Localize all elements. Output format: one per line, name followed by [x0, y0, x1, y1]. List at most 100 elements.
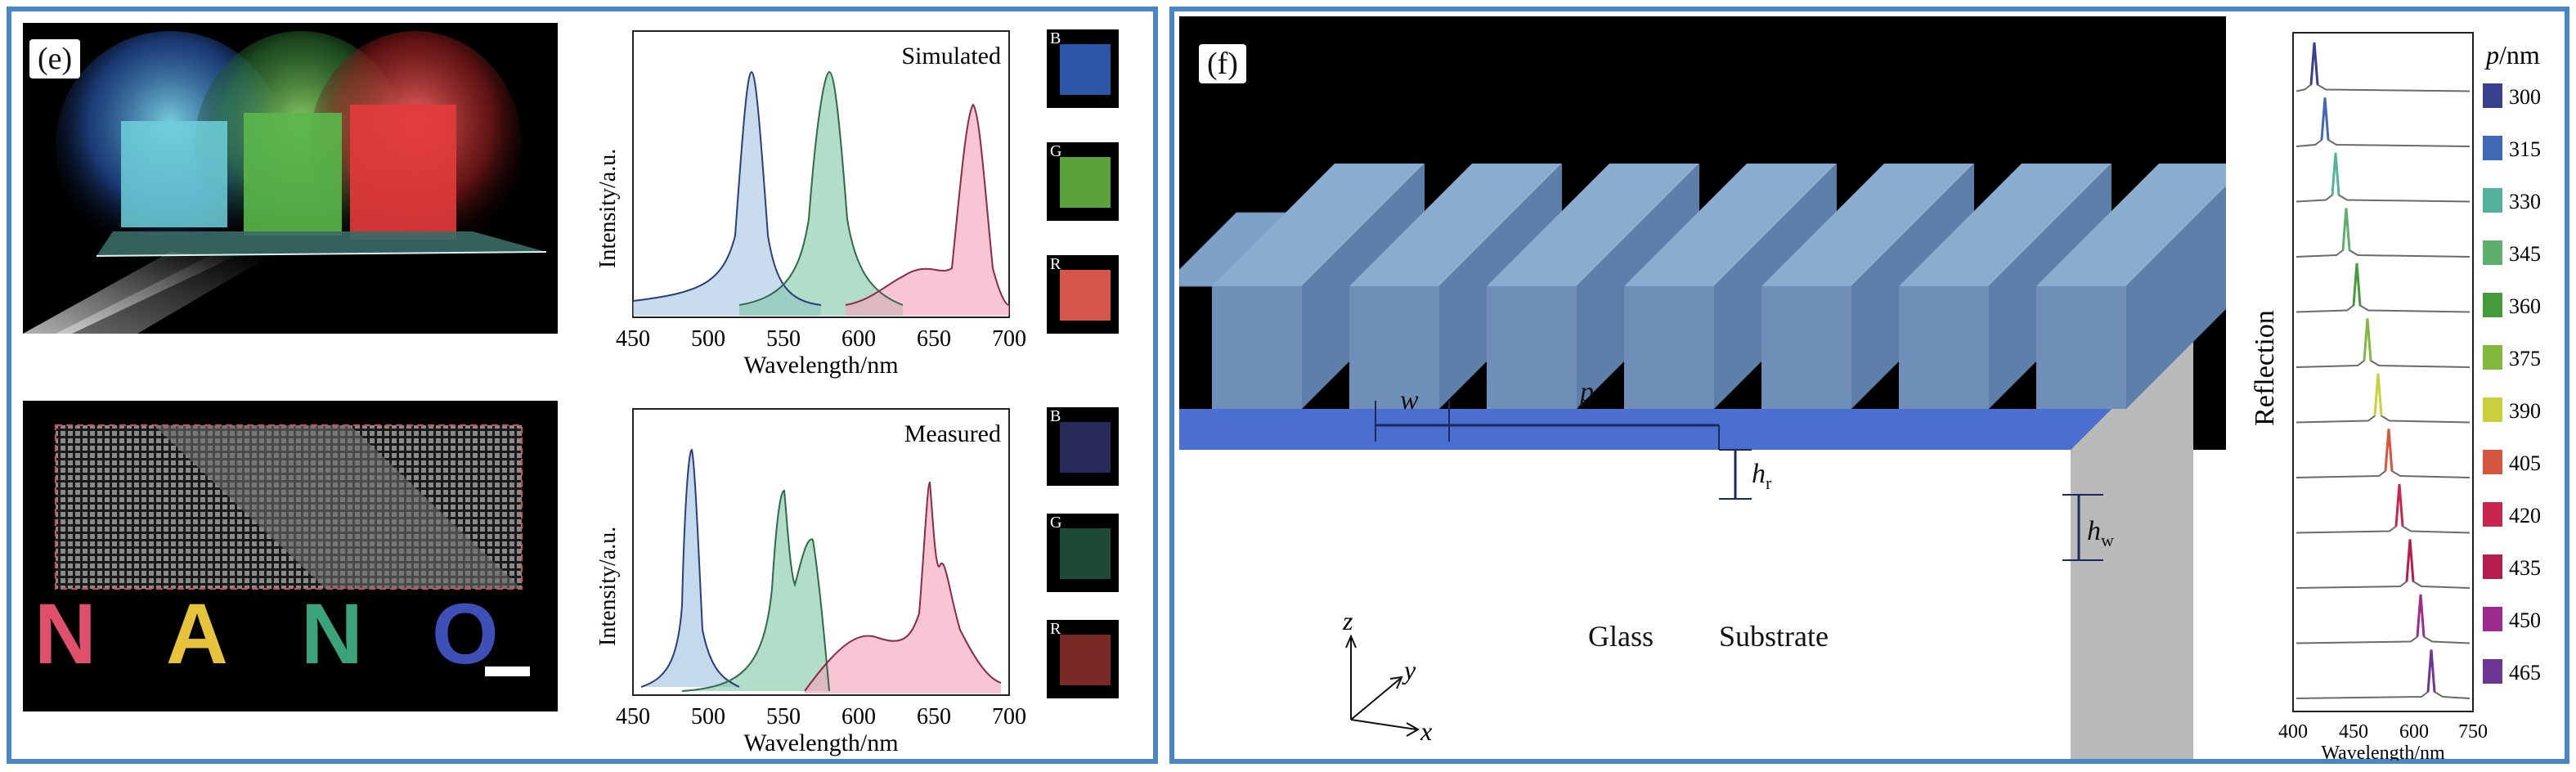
substrate-label: Substrate [1719, 620, 1829, 653]
refl-xtick-400: 400 [2278, 721, 2308, 743]
meas-xtick-500: 500 [691, 704, 725, 729]
legend-label-435: 435 [2509, 556, 2541, 580]
meas-xtick-600: 600 [841, 704, 876, 729]
meas-ylabel: Intensity/a.u. [595, 527, 621, 646]
spectrum-peak-330 [2331, 152, 2340, 195]
reflection-spectra [2296, 42, 2471, 699]
ridge-side-6 [2126, 186, 2226, 409]
legend-label-390: 390 [2509, 399, 2541, 423]
reflection-chart: Reflection 400 450 600 750 Wavelength/nm… [2250, 32, 2541, 761]
meas-peak-blue [641, 450, 739, 687]
meas-xtick-650: 650 [917, 704, 951, 729]
ridge-top-5 [1899, 164, 2112, 286]
legend-swatch-435 [2483, 554, 2502, 579]
nano-letter-3: N [301, 586, 363, 682]
spectrum-peak-390 [2373, 373, 2383, 416]
ridge-top-6 [2036, 164, 2226, 286]
sim-xtick-700: 700 [992, 326, 1026, 352]
spectrum-peak-435 [2405, 539, 2415, 582]
sim-peak-blue [633, 72, 821, 316]
sim-ylabel: Intensity/a.u. [595, 149, 621, 268]
sim-xtick-450: 450 [616, 326, 650, 352]
meas-title: Measured [904, 420, 1001, 447]
sim-peak-red [846, 105, 1009, 316]
spectrum-peak-300 [2309, 42, 2319, 85]
legend-label-375: 375 [2509, 347, 2541, 370]
legend-swatch-390 [2483, 397, 2502, 422]
nano-letter-4: O [432, 586, 499, 682]
dim-hr: hr [1752, 459, 1772, 493]
legend-swatch-345 [2483, 240, 2502, 265]
meas-swatch-r: R [1047, 620, 1119, 698]
legend-swatch-450 [2483, 607, 2502, 631]
sim-xtick-500: 500 [691, 326, 725, 352]
legend-label-360: 360 [2509, 294, 2541, 318]
legend-title: p/nm [2484, 40, 2540, 70]
legend: 300 315 330 345 360 375 390 405 420 435 450 465 [2483, 83, 2541, 684]
ridge-top-0 [1212, 164, 1425, 286]
spectrum-peak-375 [2363, 318, 2372, 361]
ridge-front-0 [1212, 286, 1302, 409]
spectrum-peak-360 [2352, 263, 2362, 306]
panel-f: w p hr hw Si3N4 Glass Substrate z y x (f… [1169, 7, 2569, 764]
grating-illustration: w p hr hw Si3N4 Glass Substrate z y x [1179, 16, 2226, 759]
legend-label-465: 465 [2509, 661, 2541, 684]
sim-swatch-g: G [1047, 142, 1119, 221]
meas-xlabel: Wavelength/nm [743, 729, 898, 756]
meas-xtick-550: 550 [766, 704, 801, 729]
glass-label: Glass [1588, 620, 1654, 653]
ridge-front-5 [1899, 286, 1989, 409]
panel-e-label: (e) [29, 39, 81, 79]
sim-xtick-650: 650 [917, 326, 951, 352]
ridge-front-6 [2036, 286, 2126, 409]
legend-label-330: 330 [2509, 190, 2541, 213]
spectrum-peak-315 [2320, 97, 2330, 141]
xyz-axes [1345, 634, 1420, 737]
meas-xtick-450: 450 [616, 704, 650, 729]
meas-swatch-b: B [1047, 407, 1119, 486]
spectrum-peak-405 [2384, 429, 2394, 472]
ridge-top-3 [1624, 164, 1837, 286]
ridge-front-2 [1487, 286, 1577, 409]
measured-chart: Measured Intensity/a.u. 450 500 550 600 … [595, 408, 1026, 756]
sim-xtick-550: 550 [766, 326, 801, 352]
refl-xtick-450: 450 [2339, 721, 2368, 743]
legend-swatch-405 [2483, 450, 2502, 474]
axis-z: z [1342, 606, 1353, 635]
dim-w: w [1400, 385, 1419, 415]
panel-f-label: (f) [1199, 44, 1246, 83]
refl-ylabel: Reflection [2250, 310, 2280, 426]
legend-swatch-315 [2483, 136, 2502, 160]
meas-swatch-g: G [1047, 514, 1119, 592]
sim-swatch-b: B [1047, 29, 1119, 108]
legend-swatch-360 [2483, 293, 2502, 317]
scale-bar [485, 667, 530, 676]
sim-xtick-600: 600 [841, 326, 876, 352]
panel-e: (e) N A N O Simulated In [7, 7, 1158, 764]
color-blocks-photo: (e) [23, 23, 558, 334]
legend-label-315: 315 [2509, 137, 2541, 161]
legend-label-300: 300 [2509, 85, 2541, 109]
legend-label-345: 345 [2509, 242, 2541, 266]
spectrum-peak-450 [2416, 594, 2426, 637]
color-blocks-illustration [23, 31, 547, 334]
legend-label-405: 405 [2509, 451, 2541, 475]
sim-title: Simulated [901, 43, 1001, 70]
ridge-top-2 [1487, 164, 1699, 286]
sim-swatch-r: R [1047, 255, 1119, 334]
nano-letter-2: A [166, 586, 228, 682]
simulated-chart: Simulated Intensity/a.u. 450 500 550 600… [595, 30, 1026, 379]
ridge-top-4 [1761, 164, 1974, 286]
spectrum-peak-420 [2394, 483, 2404, 527]
legend-swatch-420 [2483, 502, 2502, 527]
meas-xtick-700: 700 [992, 704, 1026, 729]
sim-xlabel: Wavelength/nm [743, 352, 898, 379]
legend-swatch-375 [2483, 345, 2502, 370]
legend-swatch-300 [2483, 83, 2502, 108]
nano-photo: N A N O [23, 401, 558, 711]
spectrum-peak-465 [2426, 649, 2436, 693]
legend-label-450: 450 [2509, 608, 2541, 632]
dim-hw: hw [2087, 516, 2114, 550]
meas-peak-green [682, 491, 829, 691]
ridge-front-4 [1761, 286, 1851, 409]
